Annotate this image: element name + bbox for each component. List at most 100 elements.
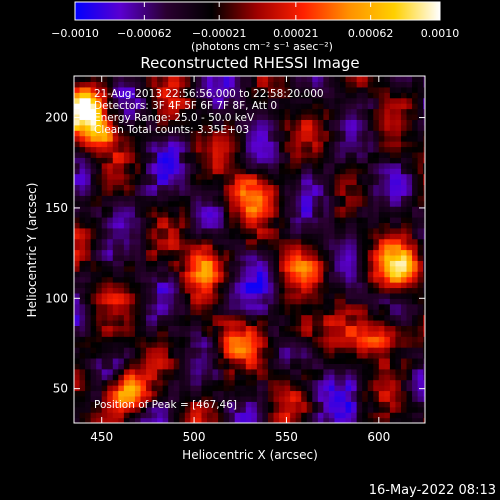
heatmap-cell <box>362 119 369 126</box>
heatmap-cell <box>179 216 186 223</box>
heatmap-cell <box>74 244 81 251</box>
heatmap-cell <box>295 271 302 278</box>
heatmap-cell <box>290 141 297 148</box>
heatmap-cell <box>345 282 352 289</box>
heatmap-cell <box>157 390 164 397</box>
heatmap-cell <box>168 189 175 196</box>
heatmap-cell <box>218 81 225 88</box>
heatmap-cell <box>334 97 341 104</box>
heatmap-cell <box>85 363 92 370</box>
heatmap-cell <box>384 200 391 207</box>
heatmap-cell <box>317 406 324 413</box>
heatmap-cell <box>417 412 424 419</box>
heatmap-cell <box>345 238 352 245</box>
heatmap-cell <box>378 227 385 234</box>
heatmap-cell <box>406 341 413 348</box>
heatmap-cell <box>190 292 197 299</box>
heatmap-cell <box>146 86 153 93</box>
heatmap-cell <box>140 303 147 310</box>
heatmap-cell <box>323 254 330 261</box>
heatmap-cell <box>395 390 402 397</box>
heatmap-cell <box>301 390 308 397</box>
heatmap-cell <box>234 341 241 348</box>
heatmap-cell <box>345 162 352 169</box>
heatmap-cell <box>362 417 369 423</box>
heatmap-cell <box>245 216 252 223</box>
heatmap-cell <box>273 179 280 186</box>
heatmap-cell <box>79 238 86 245</box>
heatmap-cell <box>406 325 413 332</box>
heatmap-cell <box>334 357 341 364</box>
heatmap-cell <box>345 173 352 180</box>
heatmap-cell <box>345 292 352 299</box>
heatmap-cell <box>262 363 269 370</box>
heatmap-cell <box>223 200 230 207</box>
heatmap-cell <box>351 336 358 343</box>
heatmap-cell <box>395 249 402 256</box>
heatmap-cell <box>207 211 214 218</box>
heatmap-cell <box>328 141 336 148</box>
heatmap-cell <box>190 222 197 229</box>
heatmap-cell <box>378 303 385 310</box>
heatmap-cell <box>367 141 374 148</box>
heatmap-cell <box>112 303 119 310</box>
heatmap-cell <box>378 406 385 413</box>
heatmap-cell <box>356 81 363 88</box>
heatmap-cell <box>295 395 302 402</box>
heatmap-cell <box>389 287 397 294</box>
heatmap-cell <box>284 189 291 196</box>
heatmap-cell <box>179 146 186 153</box>
heatmap-cell <box>395 379 402 386</box>
heatmap-cell <box>234 352 241 359</box>
heatmap-cell <box>179 173 186 180</box>
heatmap-cell <box>400 298 408 305</box>
heatmap-cell <box>406 216 413 223</box>
heatmap-cell <box>340 92 347 99</box>
heatmap-cell <box>290 352 297 359</box>
heatmap-cell <box>423 92 425 99</box>
heatmap-cell <box>406 211 413 218</box>
heatmap-cell <box>184 374 191 381</box>
heatmap-cell <box>218 260 225 267</box>
heatmap-cell <box>240 303 247 310</box>
heatmap-cell <box>212 189 219 196</box>
heatmap-cell <box>140 119 147 126</box>
heatmap-cell <box>367 298 374 305</box>
heatmap-cell <box>118 76 125 83</box>
heatmap-cell <box>245 222 252 229</box>
heatmap-cell <box>162 282 169 289</box>
heatmap-cell <box>234 374 241 381</box>
heatmap-cell <box>129 86 136 93</box>
heatmap-cell <box>179 76 186 83</box>
heatmap-cell <box>195 303 203 310</box>
heatmap-cell <box>118 146 125 153</box>
heatmap-cell <box>129 195 136 202</box>
heatmap-cell <box>384 173 391 180</box>
heatmap-cell <box>118 368 125 375</box>
heatmap-cell <box>345 330 352 337</box>
heatmap-cell <box>74 206 81 213</box>
heatmap-cell <box>218 347 225 354</box>
heatmap-cell <box>90 417 97 423</box>
heatmap-cell <box>157 254 164 261</box>
heatmap-cell <box>334 222 341 229</box>
heatmap-cell <box>212 385 219 392</box>
heatmap-cell <box>262 417 269 423</box>
heatmap-cell <box>273 303 280 310</box>
heatmap-cell <box>312 347 319 354</box>
heatmap-cell <box>395 168 402 175</box>
heatmap-cell <box>384 347 391 354</box>
heatmap-cell <box>256 151 264 158</box>
heatmap-cell <box>306 119 313 126</box>
heatmap-cell <box>184 103 191 110</box>
heatmap-cell <box>340 157 347 164</box>
heatmap-cell <box>218 341 225 348</box>
heatmap-cell <box>351 347 358 354</box>
heatmap-cell <box>273 184 280 191</box>
heatmap-cell <box>190 352 197 359</box>
heatmap-cell <box>256 249 264 256</box>
heatmap-cell <box>240 184 247 191</box>
heatmap-cell <box>101 341 108 348</box>
heatmap-cell <box>362 314 369 321</box>
heatmap-cell <box>96 233 103 240</box>
